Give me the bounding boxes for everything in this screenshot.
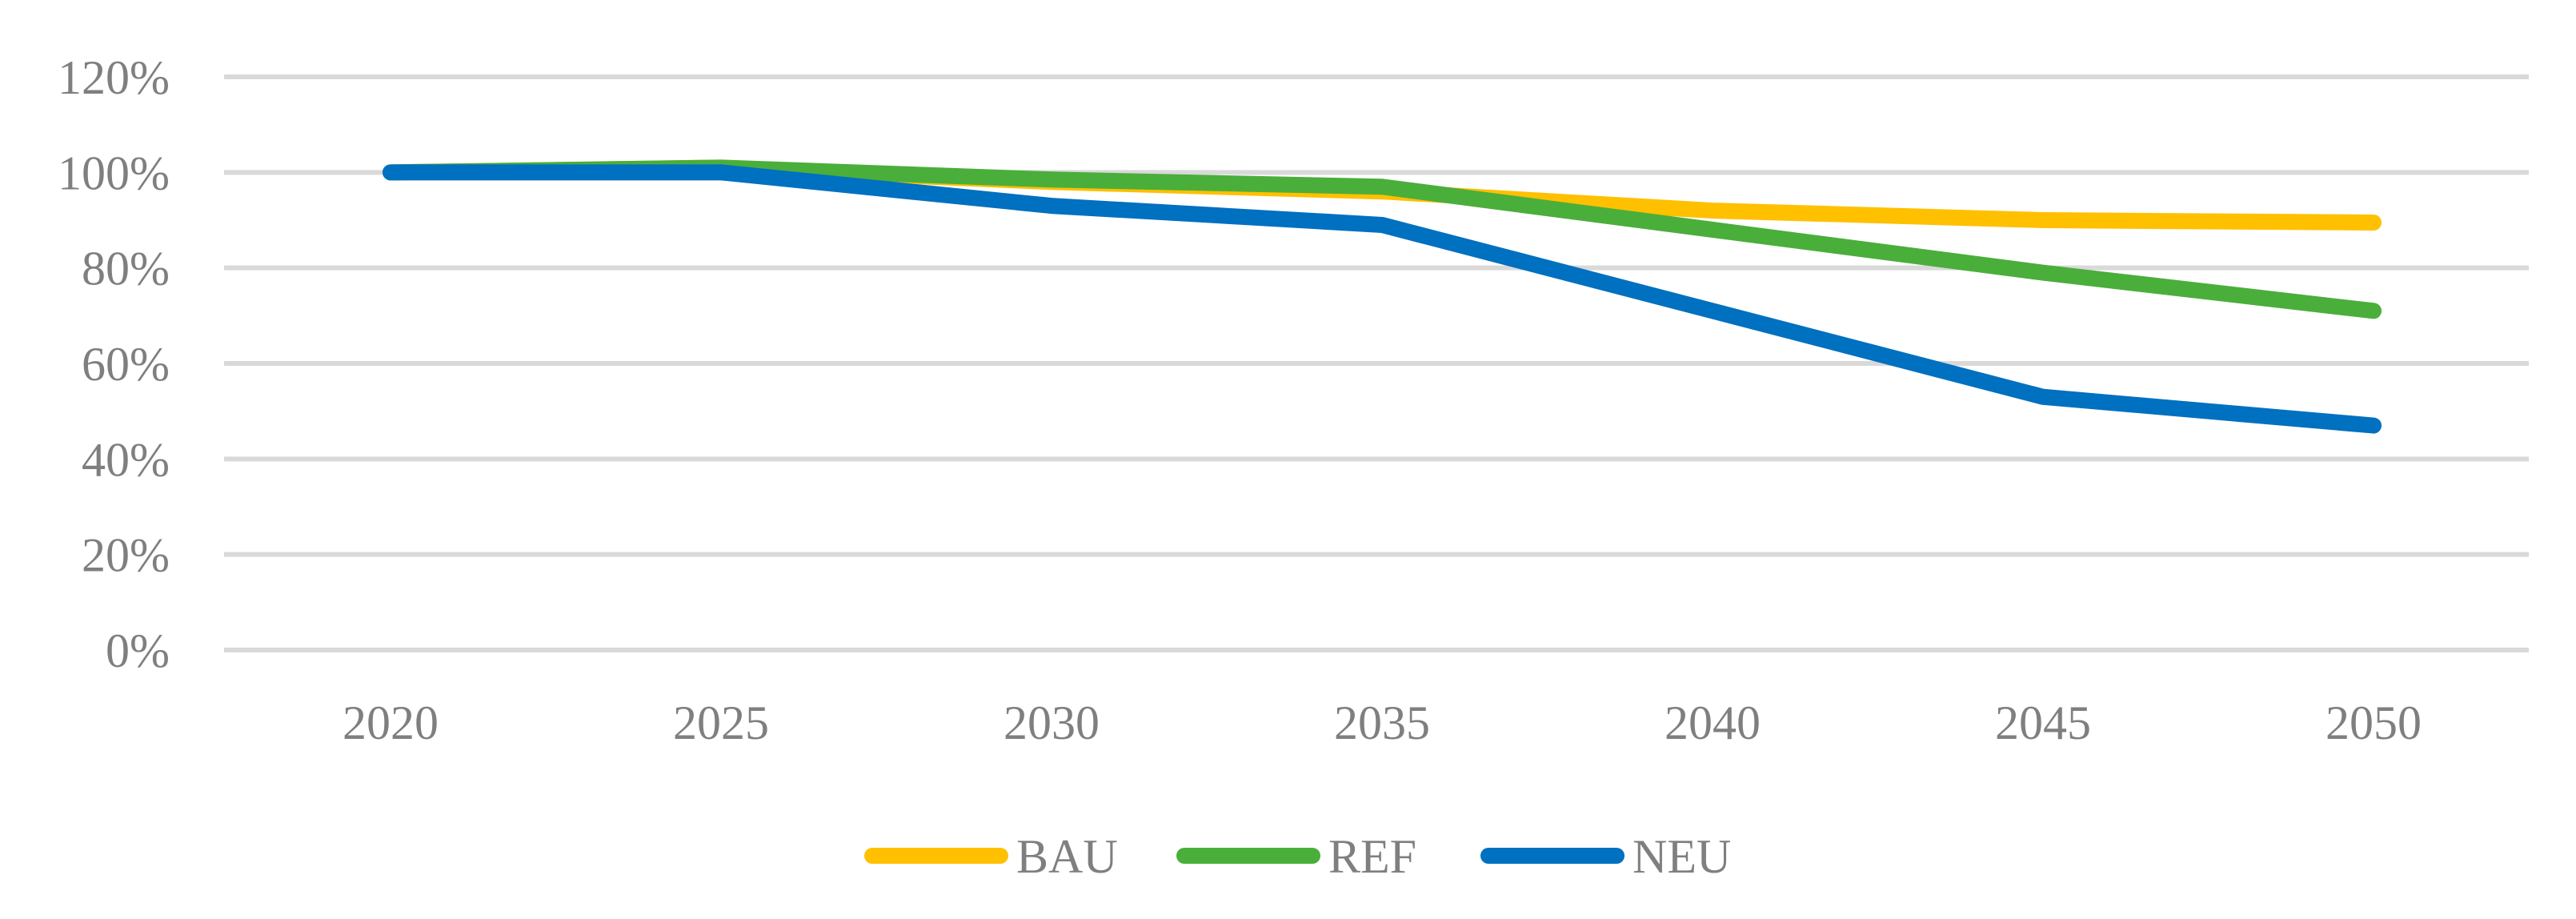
x-tick-label: 2020 [343,696,439,749]
x-tick-label: 2040 [1665,696,1761,749]
legend-label-neu: NEU [1633,830,1731,883]
series-line-ref [383,159,2382,319]
x-tick-label: 2035 [1334,696,1430,749]
y-tick-label: 120% [58,51,170,104]
y-tick-label: 80% [82,243,170,295]
y-tick-label: 40% [82,433,170,486]
x-tick-label: 2025 [673,696,769,749]
series-line-neu [383,164,2382,434]
legend-label-bau: BAU [1016,830,1118,883]
legend-label-ref: REF [1328,830,1416,883]
x-axis-tick-labels: 2020 2025 2030 2035 2040 2045 2050 [343,696,2422,749]
y-tick-label: 100% [58,146,170,199]
y-tick-label: 20% [82,529,170,582]
x-tick-label: 2030 [1004,696,1100,749]
y-tick-label: 60% [82,338,170,391]
y-tick-label: 0% [106,624,170,677]
x-tick-label: 2050 [2326,696,2422,749]
legend: BAU REF NEU [864,830,1731,883]
y-axis-tick-labels: 0% 20% 40% 60% 80% 100% 120% [58,51,170,677]
x-tick-label: 2045 [1995,696,2091,749]
series-layer [383,159,2382,434]
